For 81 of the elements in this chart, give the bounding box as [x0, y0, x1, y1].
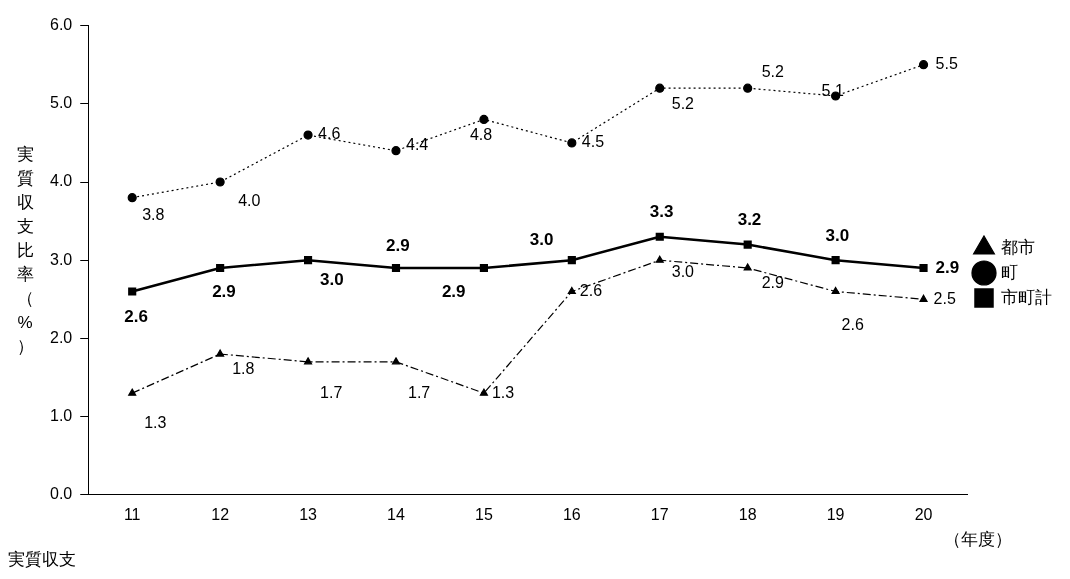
- point: [655, 83, 665, 93]
- point: [391, 146, 401, 156]
- point: [743, 83, 753, 93]
- point: [127, 193, 137, 203]
- point: [303, 357, 313, 365]
- data-label: 2.9: [441, 281, 466, 301]
- point: [918, 60, 929, 70]
- y-tick-label: 4.0: [49, 172, 73, 190]
- data-label: 3.0: [825, 225, 850, 245]
- point: [743, 240, 752, 249]
- y-tick-label: 5.0: [49, 94, 73, 112]
- text: 実質収支比率（%）: [16, 145, 34, 356]
- x-tick-label: 19: [826, 505, 845, 523]
- data-label: 3.3: [649, 202, 674, 222]
- data-label: 1.3: [491, 383, 515, 401]
- data-label: 1.3: [144, 413, 167, 431]
- x-tick-label: 20: [914, 505, 933, 523]
- data-label: 2.9: [212, 281, 236, 301]
- x-tick-label: 18: [738, 505, 757, 523]
- point: [919, 263, 928, 273]
- point: [567, 286, 576, 295]
- y-tick-label: 6.0: [49, 16, 73, 34]
- point: [215, 177, 225, 187]
- x-tick-label: 11: [123, 505, 141, 523]
- x-tick-label: 14: [387, 505, 405, 523]
- point: [216, 349, 225, 357]
- y-tick-label: 1.0: [49, 407, 73, 425]
- data-label: 4.4: [405, 136, 429, 154]
- point: [655, 255, 664, 263]
- point: [479, 114, 489, 125]
- point: [128, 388, 137, 396]
- y-tick-label: 0.0: [49, 485, 73, 503]
- data-label: 3.0: [529, 229, 554, 249]
- data-label: 1.7: [320, 384, 343, 402]
- point: [216, 263, 225, 273]
- data-label: 4.5: [581, 133, 605, 151]
- data-label: 4.0: [238, 192, 261, 210]
- text: 実質収支: [8, 549, 76, 571]
- data-label: 1.7: [407, 384, 431, 402]
- data-label: 4.6: [318, 125, 341, 143]
- point: [831, 256, 840, 265]
- data-label: 2.6: [579, 281, 603, 299]
- point: [128, 287, 137, 296]
- x-tick-label: 15: [475, 505, 493, 523]
- data-label: 3.0: [320, 269, 344, 289]
- point: [919, 294, 928, 302]
- data-label: 2.6: [124, 307, 148, 327]
- point: [479, 388, 488, 396]
- data-label: 2.9: [385, 235, 410, 255]
- point: [303, 256, 313, 265]
- data-label: 5.5: [935, 55, 958, 73]
- x-tick-label: 12: [211, 505, 230, 523]
- data-label: 2.9: [761, 274, 785, 292]
- point: [391, 357, 401, 365]
- data-label: 5.2: [671, 94, 695, 112]
- legend-label: 都市: [1001, 237, 1035, 257]
- point: [479, 263, 488, 273]
- point: [567, 256, 576, 265]
- x-tick-label: 16: [562, 505, 581, 523]
- x-tick-label: 17: [650, 505, 669, 523]
- point: [655, 232, 664, 241]
- x-tick-label: 13: [299, 505, 318, 523]
- y-tick-label: 3.0: [49, 250, 73, 268]
- y-tick-label: 2.0: [49, 328, 73, 346]
- x-axis-title: （年度）: [944, 529, 1012, 551]
- data-label: 3.8: [142, 206, 165, 224]
- data-label: 5.2: [761, 62, 785, 80]
- point: [567, 138, 577, 148]
- data-label: 2.6: [841, 315, 864, 333]
- point: [391, 263, 401, 273]
- data-label: 1.8: [232, 360, 255, 378]
- point: [303, 130, 313, 140]
- data-label: 2.5: [933, 289, 956, 307]
- point: [743, 263, 752, 271]
- data-label: 3.2: [737, 210, 762, 230]
- legend-label: 町: [1001, 262, 1018, 282]
- point: [831, 286, 840, 295]
- data-label: 3.0: [671, 262, 695, 280]
- data-label: 4.8: [469, 125, 493, 143]
- data-label: 2.9: [935, 257, 960, 277]
- legend-label: 市町計: [1001, 287, 1052, 307]
